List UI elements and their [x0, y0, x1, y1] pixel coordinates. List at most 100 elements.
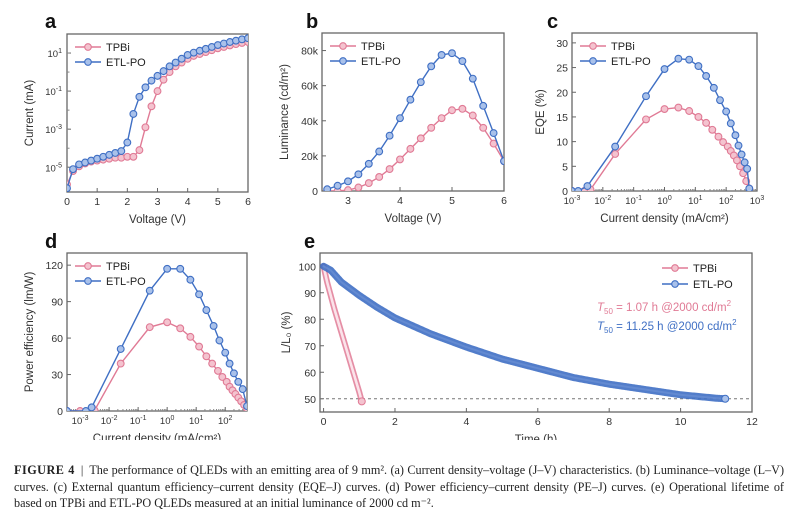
legend-marker — [339, 42, 347, 50]
data-point — [385, 165, 394, 174]
data-point — [147, 102, 156, 111]
data-point — [468, 111, 477, 120]
y-tick-label: 10-1 — [45, 86, 62, 98]
data-point — [574, 187, 583, 191]
y-tick-label: 10 — [556, 137, 568, 149]
data-point — [135, 146, 144, 155]
legend-label: ETL-PO — [106, 276, 146, 288]
data-point — [479, 101, 488, 110]
x-tick-label: 10-2 — [594, 195, 611, 207]
series-etl-po — [320, 262, 730, 403]
data-point — [660, 65, 669, 73]
x-tick-label: 4 — [463, 416, 469, 428]
y-tick-label: 100 — [298, 261, 316, 273]
data-point — [642, 115, 650, 124]
series-line — [327, 108, 504, 191]
series-tpbi — [320, 263, 366, 406]
x-tick-label: 2 — [124, 196, 130, 208]
x-tick-label: 3 — [155, 196, 161, 208]
data-point — [117, 147, 126, 156]
data-point — [489, 129, 498, 138]
y-tick-label: 10-5 — [45, 162, 62, 174]
x-tick-label: 10-1 — [130, 415, 147, 427]
panel-label: e — [304, 231, 315, 253]
y-tick-label: 50 — [304, 394, 316, 406]
data-point — [202, 306, 211, 315]
data-point — [344, 177, 352, 186]
x-axis-label: Current density (mA/cm²) — [93, 433, 222, 440]
series-tpbi — [572, 103, 754, 191]
legend-item-tpbi: TPBi — [580, 41, 635, 53]
data-point — [209, 321, 218, 330]
data-point — [375, 173, 384, 181]
axis-ticks: 3 4 5 6 0 20k 40k 60k 80k — [301, 46, 507, 207]
data-point — [437, 50, 446, 59]
legend-marker — [671, 280, 679, 288]
series-line — [67, 321, 247, 411]
y-tick-label: 5 — [562, 161, 568, 173]
legend-label: TPBi — [611, 41, 635, 53]
axis-ticks: 0 2 4 6 8 10 12 50 60 70 80 90 100 — [298, 261, 758, 428]
x-tick-label: 10 — [675, 416, 687, 428]
plot-frame — [66, 33, 249, 193]
x-tick-label: 10-3 — [72, 415, 89, 427]
data-point — [416, 78, 425, 87]
data-point — [714, 132, 723, 141]
legend-label: TPBi — [106, 261, 130, 273]
data-point — [385, 131, 394, 140]
legend-item-tpbi: TPBi — [662, 263, 717, 275]
caption-separator: | — [80, 463, 84, 477]
x-tick-label: 0 — [321, 416, 327, 428]
data-point — [69, 165, 77, 174]
data-point — [708, 125, 717, 134]
panel-b: b 3 4 5 6 0 20k 40k 60k 80k Voltage (V) Luminance (… — [279, 11, 507, 225]
y-tick-label: 101 — [48, 48, 63, 60]
x-tick-label: 103 — [750, 195, 765, 207]
data-point — [709, 83, 718, 92]
x-axis-label: Voltage (V) — [129, 214, 186, 226]
series-line-inner — [322, 264, 364, 403]
data-point — [195, 290, 204, 299]
data-point — [208, 359, 217, 368]
data-point — [357, 397, 366, 406]
legend-item-etl-po: ETL-PO — [662, 279, 733, 291]
legend: TPBi ETL-PO — [75, 261, 146, 288]
data-point — [176, 264, 185, 273]
y-tick-label: 90 — [51, 297, 63, 309]
series-line — [67, 37, 248, 189]
series-tpbi — [67, 318, 247, 411]
data-point — [406, 95, 415, 104]
figure-caption: FIGURE 4 | The performance of QLEDs with a… — [14, 462, 784, 512]
legend: TPBi ETL-PO — [580, 41, 651, 68]
data-point — [416, 134, 425, 143]
t50-annotation-etl-po: T50 = 11.25 h @2000 cd/m2 — [597, 318, 737, 335]
y-tick-label: 60k — [301, 81, 319, 93]
y-axis-label: Power efficiency (lm/W) — [24, 272, 36, 393]
data-point — [215, 336, 224, 345]
data-point — [67, 407, 71, 411]
y-tick-label: 25 — [556, 63, 568, 75]
data-point — [225, 359, 234, 368]
data-point — [458, 57, 467, 66]
plot-frame — [66, 252, 248, 412]
data-point — [611, 142, 620, 151]
data-point — [674, 103, 683, 112]
x-tick-label: 6 — [501, 195, 507, 207]
legend-label: ETL-PO — [106, 57, 146, 69]
data-point — [147, 76, 156, 85]
data-point — [141, 123, 150, 132]
data-point — [116, 359, 125, 368]
legend-label: TPBi — [361, 41, 385, 53]
data-point — [141, 83, 150, 92]
x-tick-label: 2 — [392, 416, 398, 428]
data-point — [694, 112, 703, 121]
legend-marker — [339, 57, 347, 65]
y-tick-label: 30 — [51, 370, 63, 382]
data-point — [448, 49, 456, 58]
data-point — [396, 114, 404, 123]
data-point — [165, 62, 174, 71]
legend: TPBi ETL-PO — [330, 41, 401, 68]
y-tick-label: 0 — [312, 186, 318, 198]
data-point — [737, 150, 746, 159]
legend-item-tpbi: TPBi — [75, 42, 130, 54]
